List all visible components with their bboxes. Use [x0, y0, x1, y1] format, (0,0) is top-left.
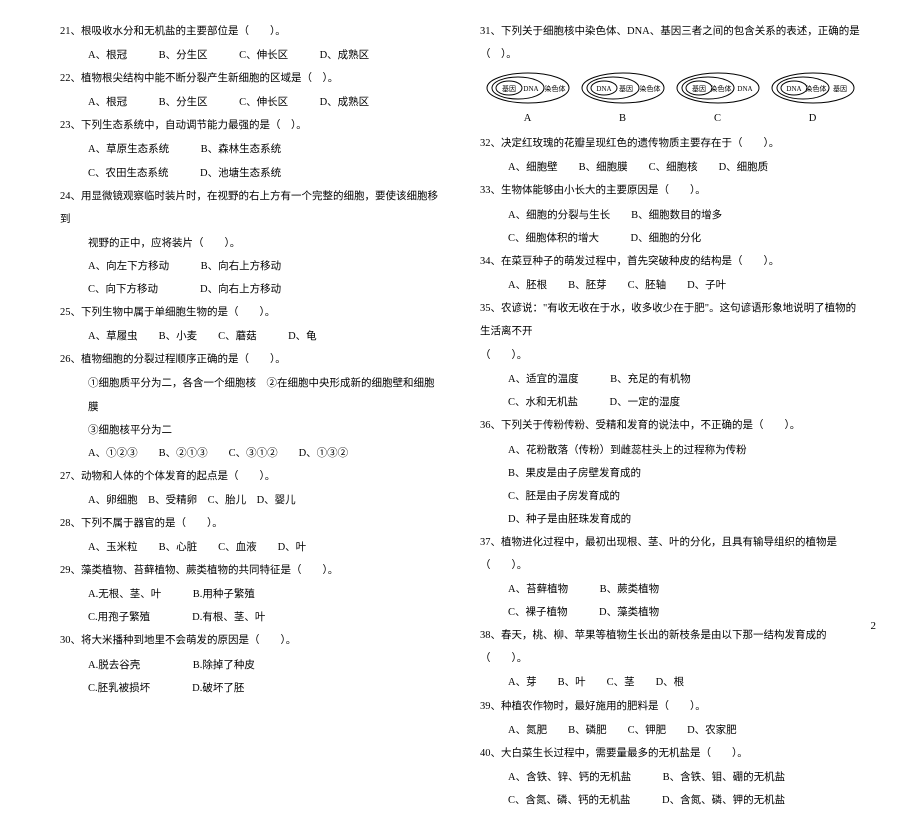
q36-o2: B、果皮是由子房壁发育成的 [480, 462, 860, 485]
right-column: 31、下列关于细胞核中染色体、DNA、基因三者之间的包含关系的表述，正确的是（ … [480, 20, 860, 812]
svg-text:染色体: 染色体 [544, 84, 565, 93]
q22-opts: A、根冠 B、分生区 C、伸长区 D、成熟区 [60, 91, 440, 114]
q38-opts: A、芽 B、叶 C、茎 D、根 [480, 671, 860, 694]
page-number: 2 [871, 620, 877, 632]
svg-text:DNA: DNA [737, 85, 752, 93]
q30-o2: C.胚乳被损坏 D.破坏了胚 [60, 677, 440, 700]
q34: 34、在菜豆种子的萌发过程中，首先突破种皮的结构是（ ）。 [480, 250, 860, 273]
svg-text:DNA: DNA [786, 85, 801, 93]
q36-stem: 36、下列关于传粉传粉、受精和发育的说法中，不正确的是（ ）。 [480, 420, 800, 431]
q25-opts: A、草履虫 B、小麦 C、蘑菇 D、龟 [60, 325, 440, 348]
svg-text:DNA: DNA [596, 85, 611, 93]
q33: 33、生物体能够由小长大的主要原因是（ ）。 [480, 179, 860, 202]
diagram-c: 基因 染色体 DNA C [675, 71, 761, 130]
q26-stem: 26、植物细胞的分裂过程顺序正确的是（ ）。 [60, 354, 286, 365]
q31-stem: 31、下列关于细胞核中染色体、DNA、基因三者之间的包含关系的表述，正确的是（ … [480, 26, 860, 60]
q29: 29、藻类植物、苔藓植物、蕨类植物的共同特征是（ ）。 [60, 559, 440, 582]
q40: 40、大白菜生长过程中，需要量最多的无机盐是（ ）。 [480, 742, 860, 765]
q26-s2: ③细胞核平分为二 [60, 419, 440, 442]
q26: 26、植物细胞的分裂过程顺序正确的是（ ）。 [60, 348, 440, 371]
q25: 25、下列生物中属于单细胞生物的是（ ）。 [60, 301, 440, 324]
q29-o2: C.用孢子繁殖 D.有根、茎、叶 [60, 606, 440, 629]
diagram-a-label: A [485, 107, 571, 130]
q33-o2: C、细胞体积的增大 D、细胞的分化 [480, 227, 860, 250]
q39-stem: 39、种植农作物时，最好施用的肥料是（ ）。 [480, 701, 706, 712]
q36: 36、下列关于传粉传粉、受精和发育的说法中，不正确的是（ ）。 [480, 414, 860, 437]
svg-text:染色体: 染色体 [639, 84, 660, 93]
q35-stem: 35、农谚说："有收无收在于水，收多收少在于肥"。这句谚语形象地说明了植物的生活… [480, 303, 856, 337]
q30: 30、将大米播种到地里不会萌发的原因是（ ）。 [60, 629, 440, 652]
q27: 27、动物和人体的个体发育的起点是（ ）。 [60, 465, 440, 488]
diagram-b-label: B [580, 107, 666, 130]
q31-diagram: 基因 DNA 染色体 A DNA 基因 染色体 B [480, 67, 860, 132]
q27-stem: 27、动物和人体的个体发育的起点是（ ）。 [60, 471, 275, 482]
q38-stem: 38、春天，桃、柳、苹果等植物生长出的新枝条是由以下那一结构发育成的（ ）。 [480, 630, 827, 664]
diagram-b: DNA 基因 染色体 B [580, 71, 666, 130]
q35-o2: C、水和无机盐 D、一定的湿度 [480, 391, 860, 414]
svg-text:基因: 基因 [502, 84, 516, 93]
q35: 35、农谚说："有收无收在于水，收多收少在于肥"。这句谚语形象地说明了植物的生活… [480, 297, 860, 343]
left-column: 21、根吸收水分和无机盐的主要部位是（ ）。 A、根冠 B、分生区 C、伸长区 … [60, 20, 440, 812]
q24-o1: A、向左下方移动 B、向右上方移动 [60, 255, 440, 278]
q25-stem: 25、下列生物中属于单细胞生物的是（ ）。 [60, 307, 275, 318]
q37-o2: C、裸子植物 D、藻类植物 [480, 601, 860, 624]
q21-stem: 21、根吸收水分和无机盐的主要部位是（ ）。 [60, 26, 286, 37]
q27-opts: A、卵细胞 B、受精卵 C、胎儿 D、婴儿 [60, 489, 440, 512]
q33-stem: 33、生物体能够由小长大的主要原因是（ ）。 [480, 185, 706, 196]
diagram-a: 基因 DNA 染色体 A [485, 71, 571, 130]
q30-stem: 30、将大米播种到地里不会萌发的原因是（ ）。 [60, 635, 296, 646]
svg-text:基因: 基因 [833, 84, 847, 93]
q28-stem: 28、下列不属于器官的是（ ）。 [60, 518, 223, 529]
q32-stem: 32、决定红玫瑰的花瓣呈现红色的遗传物质主要存在于（ ）。 [480, 138, 779, 149]
q32: 32、决定红玫瑰的花瓣呈现红色的遗传物质主要存在于（ ）。 [480, 132, 860, 155]
svg-text:基因: 基因 [619, 84, 633, 93]
q32-opts: A、细胞壁 B、细胞膜 C、细胞核 D、细胞质 [480, 156, 860, 179]
q22-stem: 22、植物根尖结构中能不断分裂产生新细胞的区域是（ ）。 [60, 73, 338, 84]
q35-o1: A、适宜的温度 B、充足的有机物 [480, 368, 860, 391]
q28-opts: A、玉米粒 B、心脏 C、血液 D、叶 [60, 536, 440, 559]
q40-o1: A、含铁、锌、钙的无机盐 B、含铁、钼、硼的无机盐 [480, 766, 860, 789]
q24-stem: 24、用显微镜观察临时装片时，在视野的右上方有一个完整的细胞，要使该细胞移到 [60, 191, 438, 225]
q21: 21、根吸收水分和无机盐的主要部位是（ ）。 [60, 20, 440, 43]
q24: 24、用显微镜观察临时装片时，在视野的右上方有一个完整的细胞，要使该细胞移到 [60, 185, 440, 231]
q22: 22、植物根尖结构中能不断分裂产生新细胞的区域是（ ）。 [60, 67, 440, 90]
q29-o1: A.无根、茎、叶 B.用种子繁殖 [60, 583, 440, 606]
svg-text:染色体: 染色体 [710, 84, 731, 93]
q23-stem: 23、下列生态系统中，自动调节能力最强的是（ ）。 [60, 120, 307, 131]
q29-stem: 29、藻类植物、苔藓植物、蕨类植物的共同特征是（ ）。 [60, 565, 338, 576]
q36-o4: D、种子是由胚珠发育成的 [480, 508, 860, 531]
q37-stem: 37、植物进化过程中，最初出现根、茎、叶的分化，且具有输导组织的植物是（ ）。 [480, 537, 837, 571]
q38: 38、春天，桃、柳、苹果等植物生长出的新枝条是由以下那一结构发育成的（ ）。 [480, 624, 860, 670]
q40-stem: 40、大白菜生长过程中，需要量最多的无机盐是（ ）。 [480, 748, 748, 759]
q23: 23、下列生态系统中，自动调节能力最强的是（ ）。 [60, 114, 440, 137]
svg-text:染色体: 染色体 [805, 84, 826, 93]
q37-o1: A、苔藓植物 B、蕨类植物 [480, 578, 860, 601]
diagram-d: DNA 染色体 基因 D [770, 71, 856, 130]
q24-o2: C、向下方移动 D、向右上方移动 [60, 278, 440, 301]
q39-opts: A、氮肥 B、磷肥 C、钾肥 D、农家肥 [480, 719, 860, 742]
diagram-c-label: C [675, 107, 761, 130]
q33-o1: A、细胞的分裂与生长 B、细胞数目的增多 [480, 204, 860, 227]
q26-opts: A、①②③ B、②①③ C、③①② D、①③② [60, 442, 440, 465]
q35-stem2: （ ）。 [480, 344, 860, 367]
svg-text:DNA: DNA [523, 85, 538, 93]
svg-text:基因: 基因 [692, 84, 706, 93]
q40-o2: C、含氮、磷、钙的无机盐 D、含氮、磷、钾的无机盐 [480, 789, 860, 812]
q23-o2: C、农田生态系统 D、池塘生态系统 [60, 162, 440, 185]
q36-o1: A、花粉散落（传粉）到雌蕊柱头上的过程称为传粉 [480, 439, 860, 462]
q26-s1: ①细胞质平分为二，各含一个细胞核 ②在细胞中央形成新的细胞壁和细胞膜 [60, 372, 440, 418]
q34-opts: A、胚根 B、胚芽 C、胚轴 D、子叶 [480, 274, 860, 297]
q24-stem2: 视野的正中，应将装片（ ）。 [60, 232, 440, 255]
q36-o3: C、胚是由子房发育成的 [480, 485, 860, 508]
q37: 37、植物进化过程中，最初出现根、茎、叶的分化，且具有输导组织的植物是（ ）。 [480, 531, 860, 577]
q23-o1: A、草原生态系统 B、森林生态系统 [60, 138, 440, 161]
q30-o1: A.脱去谷壳 B.除掉了种皮 [60, 654, 440, 677]
q31: 31、下列关于细胞核中染色体、DNA、基因三者之间的包含关系的表述，正确的是（ … [480, 20, 860, 66]
q28: 28、下列不属于器官的是（ ）。 [60, 512, 440, 535]
diagram-d-label: D [770, 107, 856, 130]
q39: 39、种植农作物时，最好施用的肥料是（ ）。 [480, 695, 860, 718]
q34-stem: 34、在菜豆种子的萌发过程中，首先突破种皮的结构是（ ）。 [480, 256, 779, 267]
q21-opts: A、根冠 B、分生区 C、伸长区 D、成熟区 [60, 44, 440, 67]
